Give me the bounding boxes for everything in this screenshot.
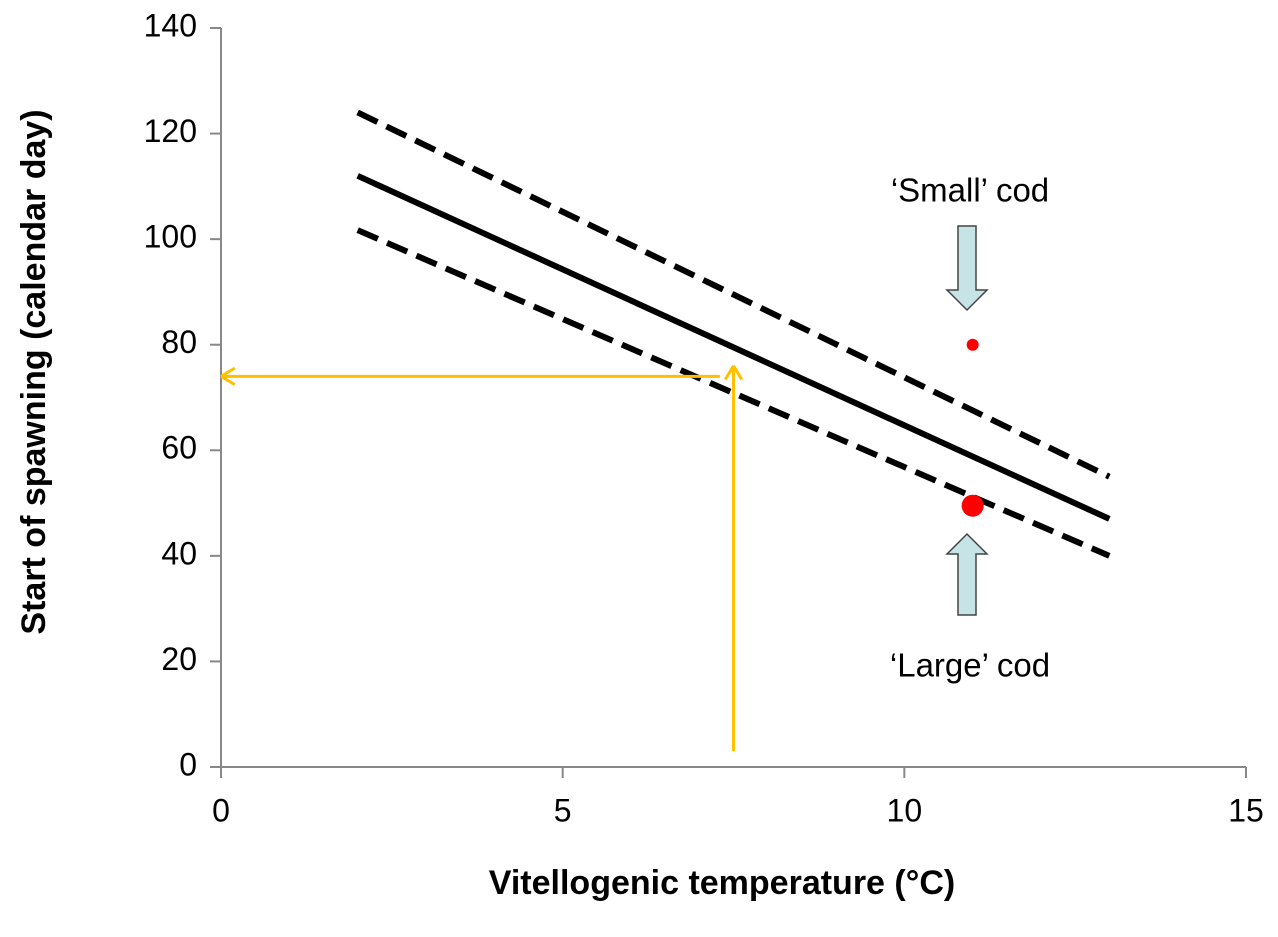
pointer-arrow [945, 225, 989, 312]
pointer-arrow [945, 532, 989, 616]
x-tick-label: 5 [554, 792, 572, 828]
series-line [356, 227, 1111, 559]
guide-arrowhead [220, 375, 236, 386]
series-line [356, 109, 1111, 480]
x-tick-label: 0 [212, 792, 230, 828]
guide-arrowhead [723, 365, 735, 381]
x-tick-label: 15 [1228, 792, 1264, 828]
y-tick-label: 40 [161, 535, 197, 571]
x-tick-label: 10 [887, 792, 923, 828]
annotation: ‘Small’ cod [891, 172, 1049, 209]
y-tick-label: 20 [161, 641, 197, 677]
data-point [961, 494, 984, 517]
y-tick-label: 100 [144, 219, 197, 255]
guide-arrowhead [220, 366, 236, 378]
y-axis-title: Start of spawning (calendar day) [15, 109, 53, 634]
x-axis-title: Vitellogenic temperature (°C) [489, 864, 955, 902]
y-tick-label: 80 [161, 324, 197, 360]
y-tick-label: 120 [144, 113, 197, 149]
y-tick-label: 60 [161, 430, 197, 466]
annotation: ‘Large’ cod [890, 647, 1050, 684]
guide-arrowhead [732, 365, 744, 381]
series-line [356, 173, 1111, 522]
y-tick-label: 0 [179, 746, 197, 782]
data-point [966, 338, 979, 351]
y-tick-label: 140 [144, 7, 197, 43]
